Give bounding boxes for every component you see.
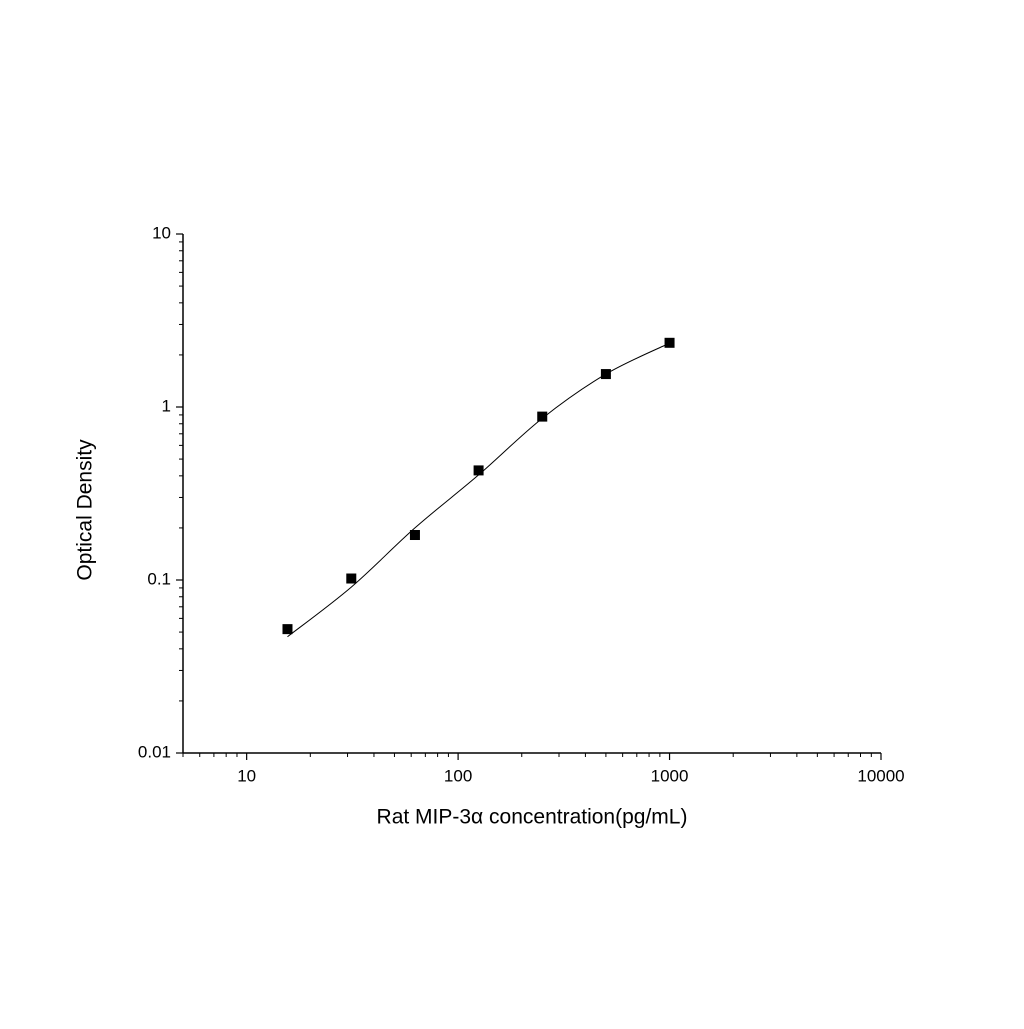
x-axis-title: Rat MIP-3α concentration(pg/mL): [377, 806, 688, 829]
y-axis-title: Optical Density: [74, 439, 97, 581]
x-tick-label: 1000: [651, 766, 689, 785]
fit-curve: [287, 342, 670, 638]
x-tick-label: 10: [237, 766, 256, 785]
data-point: [664, 337, 675, 348]
x-tick-label: 10000: [857, 766, 904, 785]
y-tick-label: 1: [162, 396, 171, 415]
data-point: [282, 624, 293, 635]
y-tick-label: 0.1: [147, 569, 171, 588]
data-point: [537, 411, 548, 422]
data-point: [409, 530, 420, 541]
y-tick-label: 10: [152, 223, 171, 242]
x-tick-label: 100: [444, 766, 472, 785]
data-point: [473, 465, 484, 476]
y-tick-label: 0.01: [138, 742, 171, 761]
data-point: [346, 573, 357, 584]
